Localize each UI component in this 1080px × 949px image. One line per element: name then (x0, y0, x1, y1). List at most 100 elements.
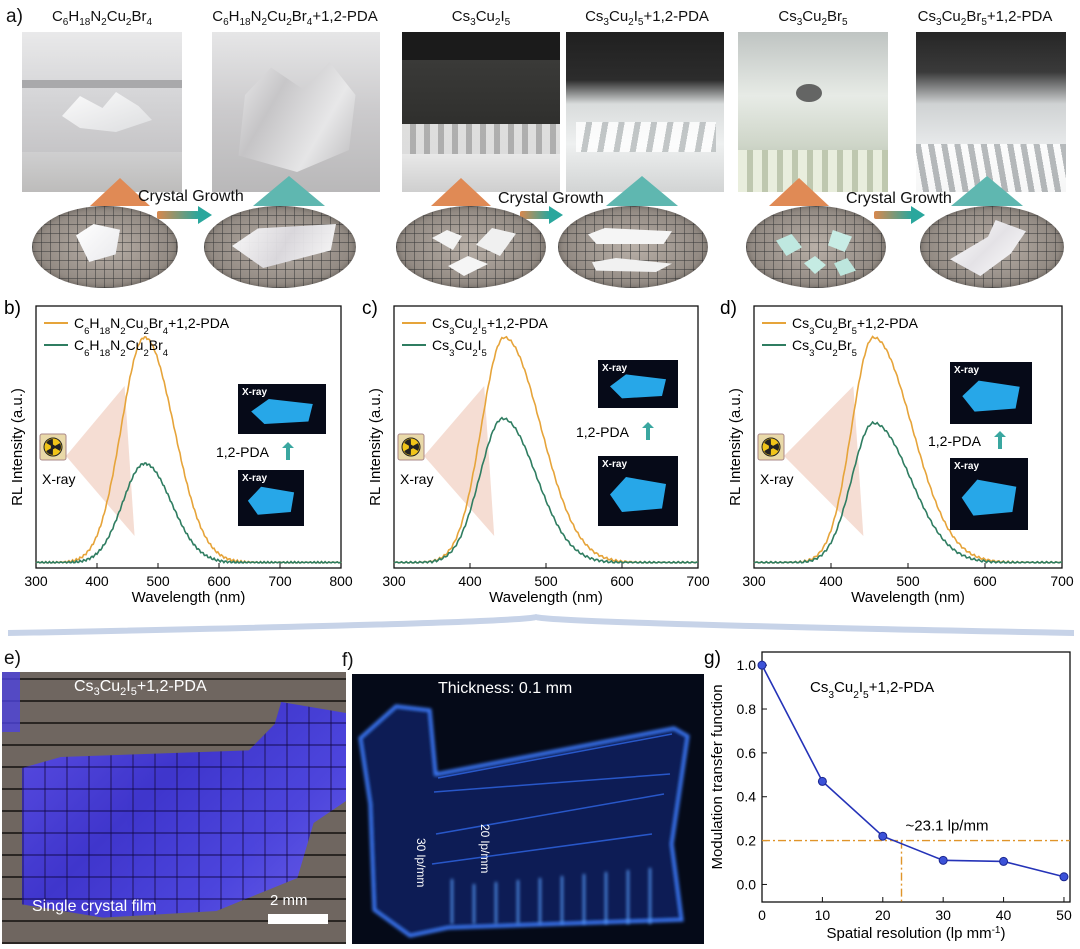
x-tick-label: 700 (686, 573, 710, 589)
label-30lp: 30 lp/mm (414, 838, 428, 888)
annotation: ~23.1 lp/mm (906, 818, 989, 835)
photo-vial-5 (738, 32, 888, 192)
arrow-tri-1 (90, 178, 150, 206)
x-tick-label: 300 (24, 573, 48, 589)
photo-vial-6 (916, 32, 1066, 192)
growth-label-1: Crystal Growth (138, 188, 244, 205)
y-tick-label: 0.8 (737, 701, 757, 717)
xray-cone (424, 386, 495, 536)
y-tick-label: 0.4 (737, 789, 757, 805)
x-tick-label: 600 (973, 573, 997, 589)
chart-d: d) 300 400 500 600 700 Wavelength (nm) RL Inten… (720, 298, 1074, 606)
growth-label-2: Crystal Growth (498, 190, 604, 207)
crystal-photo-3 (396, 206, 546, 288)
panel-a-header-3: Cs3Cu2I5 (451, 8, 511, 28)
x-axis-label: Wavelength (nm) (132, 589, 246, 606)
crystal-photo-2 (204, 206, 356, 288)
xray-inset-2: X-ray (238, 470, 304, 526)
svg-text:X-ray: X-ray (954, 461, 979, 472)
photo-single-crystal-film: Cs3Cu2I5+1,2-PDA Single crystal film 2 m… (2, 672, 346, 944)
series-line-2 (35, 462, 342, 564)
photo-vial-1 (22, 32, 182, 192)
legend-entry: C6H18N2Cu2Br4 (74, 337, 169, 359)
x-tick-label: 600 (207, 573, 231, 589)
xray-inset-2: X-ray (950, 458, 1028, 530)
plot-frame (761, 651, 1071, 903)
xray-cone (66, 386, 135, 536)
pda-label: 1,2-PDA (216, 444, 270, 460)
panel-e-title: Cs3Cu2I5+1,2-PDA (74, 678, 207, 699)
series-line-2 (753, 420, 1063, 564)
y-tick-label: 1.0 (737, 657, 757, 673)
xray-inset-2: X-ray (598, 456, 678, 526)
mtf-point (757, 660, 767, 670)
label-20lp: 20 lp/mm (478, 824, 492, 874)
up-arrow-icon (642, 422, 654, 440)
x-tick-label: 300 (382, 573, 406, 589)
legend-entry: Cs3Cu2Br5 (792, 337, 857, 359)
x-tick-label: 700 (268, 573, 292, 589)
y-tick-label: 0.2 (737, 833, 757, 849)
panel-f-title: Thickness: 0.1 mm (438, 680, 573, 697)
panel-label: b) (4, 298, 21, 319)
legend-entry: Cs3Cu2I5+1,2-PDA (432, 315, 549, 337)
mtf-point (1059, 872, 1069, 882)
panel-a-header-1: C6H18N2Cu2Br4 (51, 8, 153, 28)
mtf-line (761, 664, 1065, 878)
mtf-point (938, 855, 948, 865)
panel-e-label: e) (4, 648, 21, 669)
x-tick-label: 700 (1050, 573, 1074, 589)
x-axis-label: Wavelength (nm) (489, 589, 603, 606)
chart-g: g) 0 10 20 30 40 50 0.0 0.2 0.4 0.6 0.8 1.0 Spatial r… (704, 648, 1072, 943)
pda-label: 1,2-PDA (576, 424, 630, 440)
growth-arrow-1 (157, 211, 199, 219)
x-axis-label: Wavelength (nm) (851, 589, 965, 606)
panel-a-header-5: Cs3Cu2Br5 (778, 8, 848, 28)
x-tick-label: 50 (1056, 907, 1072, 923)
chart-title: Cs3Cu2I5+1,2-PDA (810, 679, 934, 701)
svg-text:X-ray: X-ray (602, 459, 627, 470)
xray-inset-1: X-ray (950, 362, 1032, 424)
photo-vial-4 (566, 32, 724, 192)
x-tick-label: 600 (610, 573, 634, 589)
svg-text:X-ray: X-ray (242, 473, 267, 484)
mtf-point (878, 831, 888, 841)
x-tick-label: 500 (896, 573, 920, 589)
y-tick-label: 0.0 (737, 876, 757, 892)
arrow-tri-3 (431, 178, 491, 206)
arrow-tri-5 (769, 178, 829, 206)
photo-vial-3 (402, 32, 560, 192)
legend-entry: C6H18N2Cu2Br4+1,2-PDA (74, 315, 230, 337)
series-line-2 (393, 416, 699, 564)
panel-e-caption: Single crystal film (32, 898, 157, 915)
scale-bar-label: 2 mm (270, 892, 308, 909)
xray-inset-1: X-ray (238, 384, 326, 434)
svg-text:X-ray: X-ray (242, 387, 267, 398)
plot-frame (35, 305, 342, 569)
photo-xray-image: Thickness: 0.1 mm 30 lp/mm 20 lp/mm (352, 674, 704, 944)
svg-text:X-ray: X-ray (954, 365, 979, 376)
growth-label-3: Crystal Growth (846, 190, 952, 207)
panel-label: g) (704, 648, 721, 669)
x-tick-label: 800 (329, 573, 353, 589)
x-tick-label: 500 (146, 573, 170, 589)
up-arrow-icon (282, 442, 294, 460)
x-tick-label: 0 (758, 907, 766, 923)
growth-arrow-2 (520, 211, 550, 219)
xray-label: X-ray (42, 471, 75, 487)
mtf-point (817, 776, 827, 786)
panel-a-label: a) (6, 6, 23, 27)
crystal-photo-4 (558, 206, 708, 288)
mtf-point (999, 856, 1009, 866)
panel-a-header-6: Cs3Cu2Br5+1,2-PDA (917, 8, 1053, 28)
x-axis-label: Spatial resolution (lp mm-1) (827, 925, 1006, 943)
x-tick-label: 20 (875, 907, 891, 923)
panel-f-label: f) (342, 650, 354, 671)
x-tick-label: 400 (819, 573, 843, 589)
arrow-tri-6 (951, 176, 1023, 206)
y-axis-label: RL Intensity (a.u.) (727, 388, 744, 506)
panel-label: d) (720, 298, 737, 319)
crystal-photo-6 (920, 206, 1064, 288)
growth-arrow-3 (874, 211, 912, 219)
y-axis-label: RL Intensity (a.u.) (367, 388, 384, 506)
